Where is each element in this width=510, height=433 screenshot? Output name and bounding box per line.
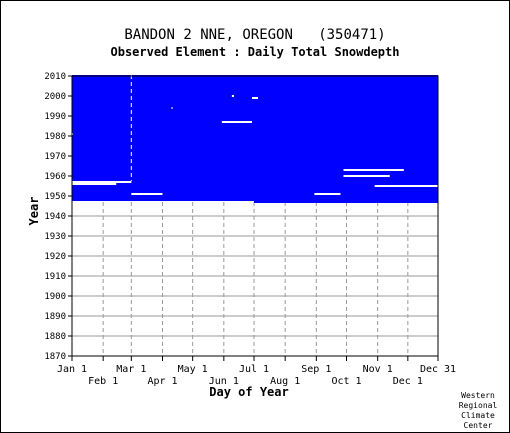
x-tick-label: Mar 1	[116, 364, 146, 375]
missing-segment	[343, 175, 390, 177]
y-tick-label: 1960	[44, 172, 66, 182]
data-coverage	[253, 75, 438, 203]
chart-title: BANDON 2 NNE, OREGON (350471)	[124, 27, 385, 43]
missing-segment	[72, 181, 132, 183]
missing-segment	[251, 97, 259, 99]
credit-line: Climate	[461, 411, 495, 420]
y-tick-label: 1910	[44, 272, 66, 282]
y-tick-label: 1900	[44, 292, 66, 302]
x-tick-label: Oct 1	[331, 376, 361, 387]
missing-segment	[72, 133, 74, 135]
data-coverage	[72, 75, 254, 201]
x-tick-label: May 1	[178, 364, 208, 375]
x-tick-label: Apr 1	[147, 376, 177, 387]
credit-line: Regional	[458, 401, 498, 410]
y-tick-label: 1880	[44, 332, 66, 342]
missing-segment	[171, 107, 173, 109]
y-tick-label: 1970	[44, 152, 66, 162]
x-tick-label: Jul 1	[239, 364, 269, 375]
credit-line: Western	[461, 391, 495, 400]
credit-line: Center	[463, 421, 493, 430]
y-tick-label: 1920	[44, 252, 66, 262]
y-tick-label: 1870	[44, 352, 66, 362]
credit-block: Western Regional Climate Center	[453, 391, 503, 431]
y-axis-label: Year	[27, 197, 41, 226]
y-tick-label: 1940	[44, 212, 66, 222]
y-tick-label: 1980	[44, 132, 66, 142]
x-tick-label: Sep 1	[301, 364, 331, 375]
y-tick-label: 1950	[44, 192, 66, 202]
missing-segment	[374, 185, 438, 187]
missing-segment	[231, 95, 234, 97]
x-axis-label: Day of Year	[209, 385, 288, 399]
missing-segment	[343, 169, 404, 171]
x-tick-label: Nov 1	[363, 364, 393, 375]
x-tick-label: Dec 31	[420, 364, 456, 375]
y-tick-label: 2010	[44, 72, 66, 82]
plot-border	[71, 75, 439, 357]
x-tick-label: Jun 1	[209, 376, 239, 387]
y-tick-label: 1990	[44, 112, 66, 122]
x-tick-label: Aug 1	[270, 376, 300, 387]
missing-segment	[131, 193, 163, 195]
y-tick-label: 1890	[44, 312, 66, 322]
missing-segment	[221, 121, 252, 123]
missing-segment	[314, 193, 341, 195]
missing-segment	[72, 183, 117, 185]
y-tick-label: 2000	[44, 92, 66, 102]
chart-subtitle: Observed Element : Daily Total Snowdepth	[111, 45, 400, 59]
x-tick-label: Feb 1	[88, 376, 118, 387]
x-tick-label: Jan 1	[57, 364, 87, 375]
x-tick-label: Dec 1	[393, 376, 423, 387]
plot-area: 2010 2000 1990 1980 1970 1960 1950 1940 1930 1920…	[44, 72, 456, 387]
y-tick-label: 1930	[44, 232, 66, 242]
